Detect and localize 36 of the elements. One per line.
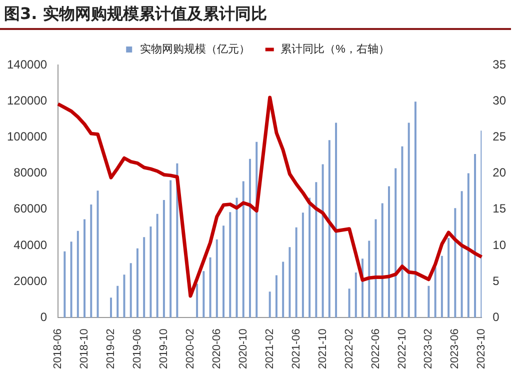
legend-label: 累计同比（%，右轴）	[280, 42, 390, 56]
x-tick-label: 2020-10	[237, 328, 250, 370]
x-tick-label: 2019-06	[132, 328, 144, 370]
x-tick-label: 2022-10	[396, 328, 408, 370]
y2-tick-label: 20	[492, 166, 506, 180]
y2-tick-label: 5	[492, 274, 500, 288]
y-tick-label: 40000	[14, 238, 48, 252]
y2-tick-label: 35	[492, 57, 506, 72]
x-tick-label: 2023-02	[422, 328, 435, 370]
y2-tick-label: 25	[492, 129, 506, 144]
y2-tick-label: 30	[492, 93, 506, 108]
y-tick-label: 120000	[6, 93, 48, 108]
x-tick-label: 2020-06	[210, 328, 223, 370]
x-tick-label: 2022-02	[343, 328, 356, 370]
y-tick-label: 80000	[14, 166, 48, 180]
chart-title: 图3. 实物网购规模累计值及累计同比	[0, 0, 511, 30]
y-tick-label: 140000	[6, 57, 48, 72]
x-tick-label: 2018-06	[52, 328, 64, 370]
y2-tick-label: 15	[492, 202, 506, 216]
y-tick-label: 20000	[14, 274, 48, 288]
y-tick-label: 0	[40, 310, 48, 324]
x-tick-label: 2022-06	[370, 328, 382, 370]
x-tick-label: 2023-10	[476, 328, 488, 370]
x-tick-label: 2023-06	[449, 328, 462, 370]
legend-label: 实物网购规模（亿元）	[140, 42, 250, 56]
x-tick-label: 2021-02	[264, 328, 276, 370]
y-tick-label: 60000	[14, 202, 48, 216]
x-tick-label: 2021-10	[316, 328, 329, 370]
y2-tick-label: 10	[492, 238, 506, 252]
y2-tick-label: 0	[492, 310, 500, 324]
x-tick-label: 2019-10	[158, 328, 170, 370]
y-tick-label: 100000	[6, 129, 48, 144]
x-tick-label: 2020-02	[184, 328, 196, 370]
x-tick-label: 2018-10	[78, 328, 91, 370]
x-tick-label: 2019-02	[105, 328, 118, 370]
x-tick-label: 2021-06	[290, 328, 302, 370]
